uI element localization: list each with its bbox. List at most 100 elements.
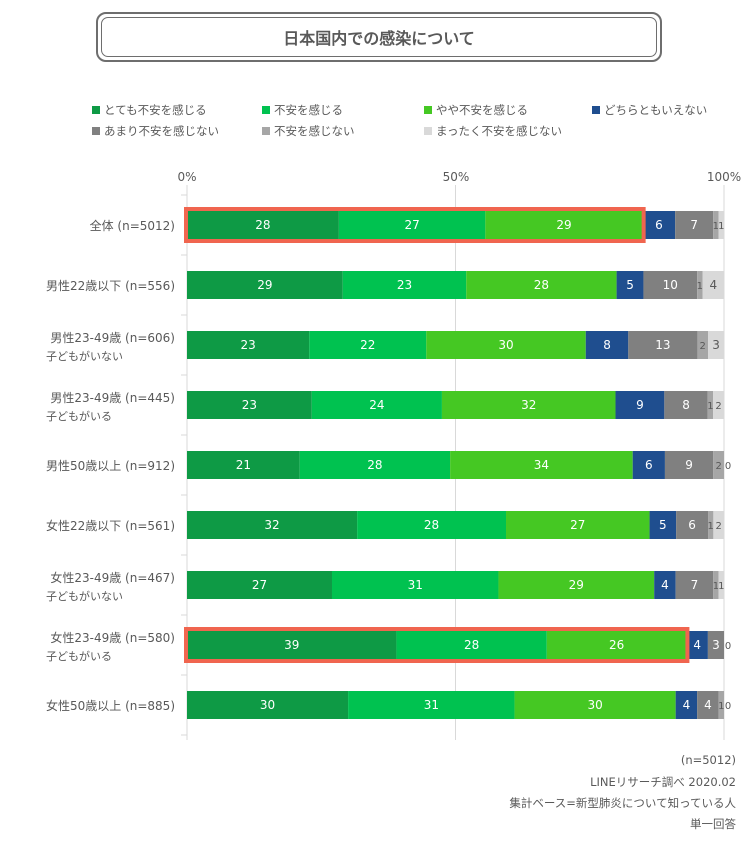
bar-segment [702,271,724,299]
bar-segment [718,691,724,719]
bar-segment [187,391,312,419]
data-label: 1 [718,701,724,712]
bar-segment [707,391,714,419]
bar-segment [675,571,714,599]
data-label: 2 [715,461,721,472]
bar-segment [299,451,451,479]
legend-label: 不安を感じない [274,124,355,138]
bar-segment [338,211,486,239]
bar-segment [331,571,499,599]
legend-swatch [262,106,270,114]
data-label: 23 [397,278,412,292]
bar-segment [187,451,300,479]
bar-segment [187,691,349,719]
x-axis-tick-label-100: 100% [706,170,742,184]
bar-segment [396,631,547,659]
data-label: 30 [498,338,513,352]
bar-segment [676,511,709,539]
data-label: 3 [712,338,720,352]
data-label: 29 [257,278,272,292]
legend-item: とても不安を感じる [92,102,207,118]
data-label: 1 [697,281,703,292]
data-label: 5 [659,518,667,532]
data-label: 21 [236,458,251,472]
data-label: 27 [404,218,419,232]
data-label: 4 [704,698,712,712]
category-label: 男性23-49歳 (n=606) [50,331,175,345]
data-label: 22 [360,338,375,352]
data-label: 30 [587,698,602,712]
category-label: 女性23-49歳 (n=467) [50,571,175,585]
data-label: 28 [464,638,479,652]
data-label: 1 [707,401,713,412]
legend-item: やや不安を感じる [424,102,528,118]
bar-segment [708,511,714,539]
category-sublabel: 子どもがいない [46,590,123,603]
bar-segment [450,451,633,479]
legend-label: やや不安を感じる [436,103,528,117]
chart-title: 日本国内での感染について [101,17,657,57]
bar-segment [708,331,724,359]
data-label: 39 [284,638,299,652]
bar-segment [498,571,655,599]
bar-segment [506,511,650,539]
data-label: 4 [683,698,691,712]
bar-segment [642,211,676,239]
data-label: 30 [260,698,275,712]
legend-item: まったく不安を感じない [424,123,562,139]
bar-segment [187,511,358,539]
data-label: 2 [700,341,706,352]
data-label: 31 [408,578,423,592]
bar-segment [426,331,586,359]
category-sublabel: 子どもがいる [46,650,112,663]
data-label: 24 [369,398,384,412]
bar-segment [485,211,643,239]
data-label: 7 [690,218,698,232]
bar-segment [697,691,719,719]
bar-segment [675,211,714,239]
data-label: 0 [725,641,731,652]
data-label: 8 [682,398,690,412]
legend-item: あまり不安を感じない [92,123,219,139]
legend-swatch [424,127,432,135]
data-label: 1 [713,581,719,592]
bar-segment [585,331,629,359]
legend-item: どちらともいえない [592,102,707,118]
data-label: 34 [534,458,549,472]
data-label: 7 [691,578,699,592]
bar-segment [187,211,339,239]
legend-label: 不安を感じる [274,103,343,117]
data-label: 10 [663,278,678,292]
legend-item: 不安を感じる [262,102,343,118]
data-label: 0 [725,701,731,712]
category-label: 男性50歳以上 (n=912) [45,459,175,473]
legend-swatch [592,106,600,114]
category-sublabel: 子どもがいる [46,410,112,423]
bar-segment [697,331,709,359]
bar-segment [466,271,617,299]
data-label: 2 [715,521,721,532]
bar-segment [632,451,665,479]
highlight-box [184,627,690,663]
bar-segment [628,331,698,359]
data-label: 29 [569,578,584,592]
bar-segment [309,331,427,359]
bar-segment [348,691,515,719]
bar-segment [654,571,676,599]
bar-segment [718,211,724,239]
footer-n: (n=5012) [680,753,736,767]
footer-source: LINEリサーチ調べ 2020.02 [590,775,736,789]
data-label: 9 [636,398,644,412]
bar-segment [187,271,343,299]
bar-segment [713,211,719,239]
data-label: 6 [645,458,653,472]
data-label: 4 [709,278,717,292]
data-label: 13 [655,338,670,352]
data-label: 28 [367,458,382,472]
data-label: 23 [242,398,257,412]
legend-item: 不安を感じない [262,123,355,139]
bar-segment [441,391,616,419]
bar-segment [187,571,332,599]
category-label: 女性23-49歳 (n=580) [50,631,175,645]
bar-segment [697,271,703,299]
